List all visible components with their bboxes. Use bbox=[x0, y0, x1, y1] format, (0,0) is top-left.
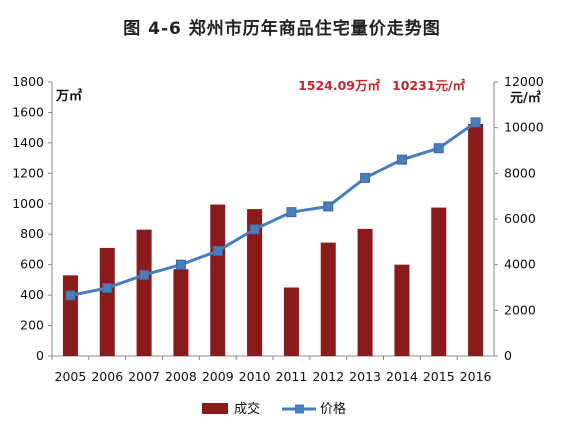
line-marker bbox=[470, 117, 481, 128]
bar bbox=[136, 229, 152, 356]
x-tick-label: 2015 bbox=[423, 369, 455, 384]
bar bbox=[173, 269, 189, 356]
y-left-tick-label: 0 bbox=[36, 348, 44, 363]
legend: 成交 价格 bbox=[202, 401, 346, 417]
x-tick-label: 2009 bbox=[202, 369, 234, 384]
bar bbox=[283, 287, 299, 356]
bar bbox=[357, 228, 373, 356]
tick-labels: 0 200 400 600 800 1000 1200 1400 1600 1800 0 2000 40… bbox=[12, 74, 544, 384]
legend-label-line: 价格 bbox=[320, 401, 346, 417]
x-tick-label: 2013 bbox=[349, 369, 381, 384]
bar bbox=[99, 247, 115, 356]
line-marker bbox=[102, 282, 113, 293]
annotations: 1524.09万㎡ 10231元/㎡ bbox=[298, 78, 465, 93]
line-series bbox=[65, 117, 481, 301]
line-marker bbox=[286, 207, 297, 218]
y-left-tick-label: 200 bbox=[20, 318, 44, 333]
price-line bbox=[70, 121, 477, 297]
x-tick-label: 2006 bbox=[91, 369, 123, 384]
bar bbox=[210, 204, 226, 356]
y-right-tick-label: 8000 bbox=[504, 165, 536, 180]
x-tick-label: 2012 bbox=[312, 369, 344, 384]
y-right-tick-label: 10000 bbox=[504, 120, 544, 135]
line-marker bbox=[433, 143, 444, 154]
x-tick-label: 2016 bbox=[460, 369, 492, 384]
axes bbox=[48, 81, 498, 360]
bar bbox=[431, 207, 447, 356]
x-tick-label: 2008 bbox=[165, 369, 197, 384]
line-marker bbox=[175, 259, 186, 270]
y-right-tick-label: 4000 bbox=[504, 257, 536, 272]
x-tick-label: 2007 bbox=[128, 369, 160, 384]
y-left-unit: 万㎡ bbox=[55, 88, 82, 104]
line-marker bbox=[360, 172, 371, 183]
bar bbox=[62, 275, 78, 356]
y-right-unit: 元/㎡ bbox=[510, 90, 541, 106]
y-left-tick-label: 1800 bbox=[12, 74, 44, 89]
line-marker bbox=[249, 224, 260, 235]
bar bbox=[468, 123, 484, 356]
x-tick-label: 2010 bbox=[239, 369, 271, 384]
annotation-volume: 1524.09万㎡ bbox=[298, 78, 380, 93]
legend-label-bar: 成交 bbox=[234, 401, 260, 417]
chart-title: 图 4-6 郑州市历年商品住宅量价走势图 bbox=[123, 19, 441, 39]
axis-units: 万㎡ 元/㎡ bbox=[55, 88, 541, 106]
y-left-tick-label: 1200 bbox=[12, 165, 44, 180]
line-marker bbox=[65, 290, 76, 301]
bar bbox=[247, 209, 263, 356]
bar bbox=[320, 242, 336, 356]
bar-series bbox=[62, 123, 484, 356]
bar bbox=[394, 264, 410, 356]
y-left-tick-label: 1000 bbox=[12, 196, 44, 211]
line-marker bbox=[212, 245, 223, 256]
annotation-price: 10231元/㎡ bbox=[392, 78, 466, 93]
y-right-tick-label: 0 bbox=[504, 348, 512, 363]
x-tick-label: 2011 bbox=[276, 369, 308, 384]
y-right-tick-label: 2000 bbox=[504, 302, 536, 317]
y-left-tick-label: 400 bbox=[20, 287, 44, 302]
legend-swatch-bar bbox=[202, 403, 228, 414]
y-left-tick-label: 1400 bbox=[12, 135, 44, 150]
legend-swatch-marker bbox=[295, 404, 304, 414]
x-tick-label: 2014 bbox=[386, 369, 418, 384]
y-right-tick-label: 6000 bbox=[504, 211, 536, 226]
x-tick-label: 2005 bbox=[55, 369, 87, 384]
y-left-tick-label: 600 bbox=[20, 257, 44, 272]
y-left-tick-label: 1600 bbox=[12, 104, 44, 119]
y-right-tick-label: 12000 bbox=[504, 74, 544, 89]
line-marker bbox=[323, 201, 334, 212]
line-marker bbox=[139, 269, 150, 280]
y-left-tick-label: 800 bbox=[20, 226, 44, 241]
line-marker bbox=[396, 154, 407, 165]
